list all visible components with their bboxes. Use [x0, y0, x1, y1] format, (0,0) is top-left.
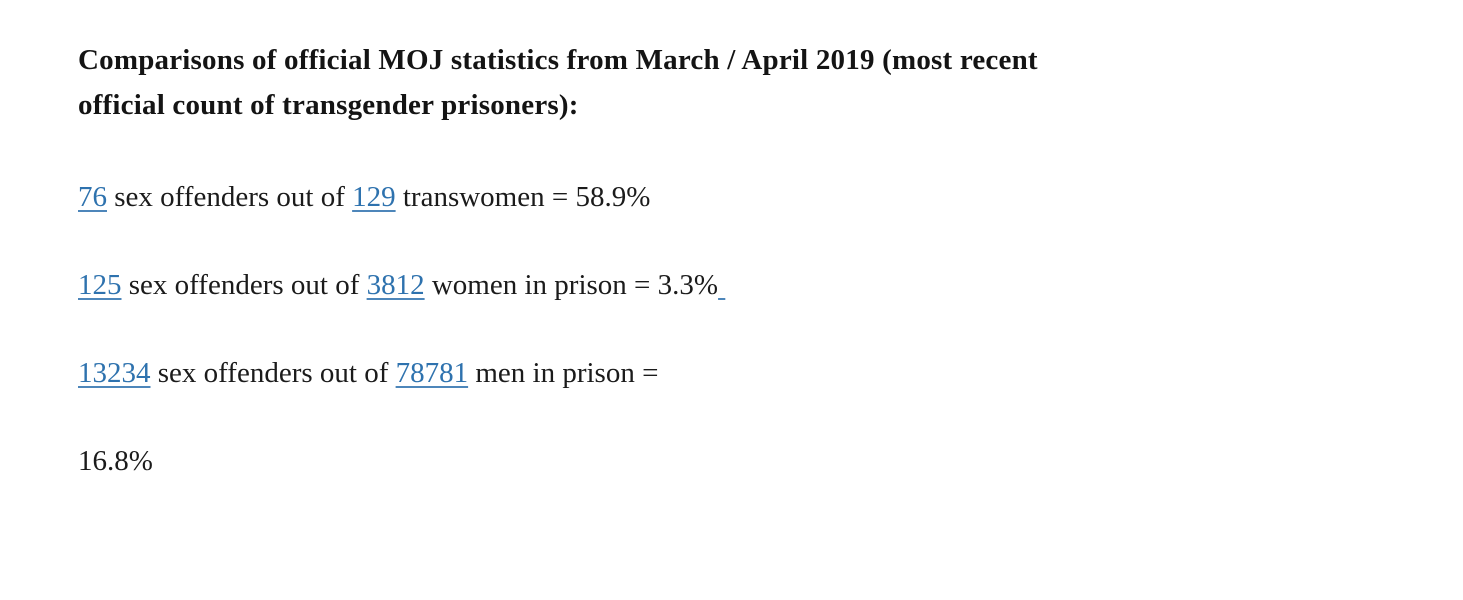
link-men-total-count[interactable]: 78781 [395, 357, 469, 389]
page-title: Comparisons of official MOJ statistics f… [78, 38, 1403, 128]
stat-line-men-percentage: 16.8% [78, 445, 1403, 478]
stat-line-men: 13234 sex offenders out of 78781 men in … [78, 357, 1403, 390]
page-title-line-1: Comparisons of official MOJ statistics f… [78, 44, 1038, 76]
text-segment: sex offenders out of [121, 269, 367, 301]
text-segment: sex offenders out of [107, 181, 353, 213]
text-segment: women in prison = 3.3% [424, 269, 719, 301]
page-title-line-2: official count of transgender prisoners)… [78, 89, 579, 121]
stat-line-women: 125 sex offenders out of 3812 women in p… [78, 269, 1403, 302]
text-segment: 16.8% [78, 445, 153, 477]
text-segment: men in prison = [468, 357, 659, 389]
stat-line-transwomen: 76 sex offenders out of 129 transwomen =… [78, 181, 1403, 214]
link-women-total-count[interactable]: 3812 [366, 269, 425, 301]
link-transwomen-sex-offender-count[interactable]: 76 [78, 181, 107, 213]
link-transwomen-total-count[interactable]: 129 [352, 181, 396, 213]
link-trailing-underlined-space[interactable] [718, 269, 725, 301]
link-men-sex-offender-count[interactable]: 13234 [78, 357, 151, 389]
link-women-sex-offender-count[interactable]: 125 [78, 269, 122, 301]
text-segment: transwomen = 58.9% [395, 181, 651, 213]
text-segment: sex offenders out of [150, 357, 396, 389]
